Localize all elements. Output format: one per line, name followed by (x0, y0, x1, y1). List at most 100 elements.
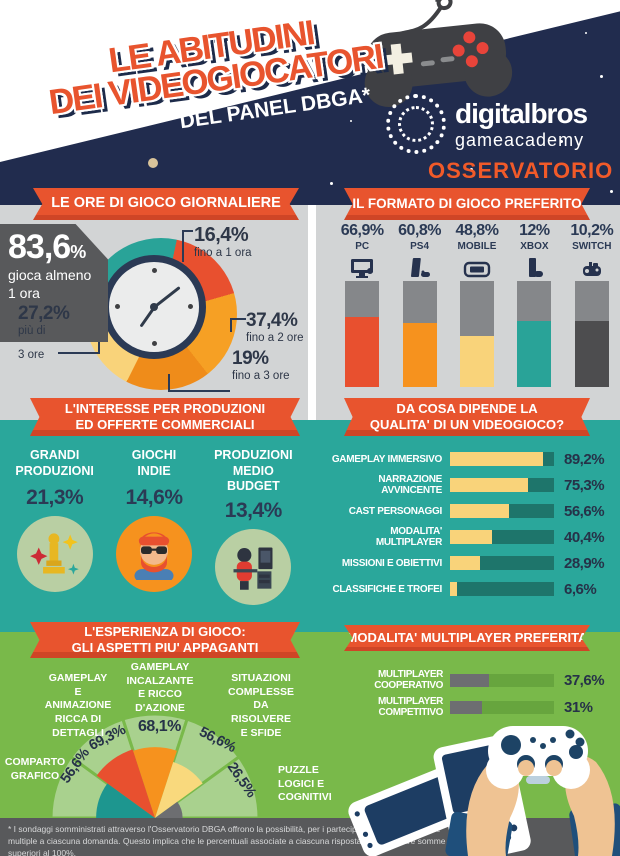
section-title-experience: L'ESPERIENZA DI GIOCO: GLI ASPETTI PIU' … (30, 622, 300, 658)
fan-label-comparto: COMPARTO GRAFICO (4, 756, 66, 782)
multiplayer-track (450, 700, 554, 714)
fan-value-incalzante: 68,1% (138, 718, 181, 735)
osservatorio-label: OSSERVATORIO (428, 158, 614, 183)
logo-gameacademy: gameacademy (455, 129, 585, 150)
highlight-value: 83,6% (8, 228, 86, 266)
header-band (0, 0, 620, 205)
medio-value: 13,4% (224, 498, 283, 522)
ribbon-interest-text: L'INTERESSE PER PRODUZIONI ED OFFERTE CO… (64, 401, 266, 432)
multiplayer-label: MULTIPLAYER COMPETITIVO (377, 696, 443, 718)
quality-row: GAMEPLAY IMMERSIVO 89,2% (322, 450, 614, 468)
quality-label: GAMEPLAY IMMERSIVO (331, 453, 442, 465)
section-title-quality: DA COSA DIPENDE LA QUALITA' DI UN VIDEOG… (344, 398, 590, 436)
multiplayer-row: MULTIPLAYER COOPERATIVO 37,6% (313, 669, 613, 691)
section-title-hours: LE ORE DI GIOCO GIORNALIERE (33, 188, 299, 220)
interest-chart: GRANDI PRODUZIONI 21,3% GIOCHI INDIE 14,6% (8, 448, 300, 605)
interest-col-grandi: GRANDI PRODUZIONI 21,3% (15, 448, 94, 605)
format-col-pc: 66,9% PC (338, 222, 386, 387)
ribbon-experience-text: L'ESPERIENZA DI GIOCO: GLI ASPETTI PIU' … (71, 624, 259, 655)
star-dot (585, 32, 587, 34)
quality-label: NARRAZIONE AVVINCENTE (378, 474, 442, 496)
ps4-bar (402, 281, 437, 387)
mobile-label: MOBILE (457, 241, 497, 252)
callout-3ore: 19% fino a 3 ore (232, 348, 290, 382)
highlight-stat: 83,6% gioca almeno 1 ora (0, 224, 108, 342)
planet-dot (148, 158, 158, 168)
pc-label: PC (355, 241, 370, 252)
star-dot (350, 120, 352, 122)
quality-value: 56,6% (564, 502, 605, 520)
logo-dotted-circle-icon (386, 94, 446, 154)
quality-row: MISSIONI E OBIETTIVI 28,9% (322, 554, 614, 572)
developer-desk-icon (215, 528, 292, 605)
switch-value: 10,2% (570, 222, 614, 239)
quality-row: MODALITA' MULTIPLAYER 40,4% (322, 526, 614, 548)
clock-icon (102, 255, 206, 359)
grandi-label: GRANDI PRODUZIONI (15, 448, 94, 478)
ribbon-hours-text: LE ORE DI GIOCO GIORNALIERE (51, 195, 281, 212)
quality-label: MISSIONI E OBIETTIVI (341, 557, 442, 569)
xbox-icon (521, 255, 547, 279)
quality-bar-chart: GAMEPLAY IMMERSIVO 89,2% NARRAZIONE AVVI… (322, 450, 614, 606)
switch-bar (574, 281, 609, 387)
footnote-text: * I sondaggi somministrati attraverso l'… (8, 824, 446, 856)
ribbon-format-text: IL FORMATO DI GIOCO PREFERITO (352, 195, 582, 211)
indie-label: GIOCHI INDIE (131, 448, 177, 478)
quality-value: 28,9% (564, 554, 605, 572)
section-title-interest: L'INTERESSE PER PRODUZIONI ED OFFERTE CO… (30, 398, 300, 436)
ps4-label: PS4 (410, 241, 430, 252)
format-col-xbox: 12% XBOX (510, 222, 558, 387)
switch-icon (580, 255, 604, 279)
xbox-label: XBOX (520, 241, 549, 252)
fan-label-situazioni: SITUAZIONI COMPLESSE DA RISOLVERE E SFID… (228, 672, 294, 739)
xbox-value: 12% (519, 222, 550, 239)
quality-label: CLASSIFICHE E TROFEI (332, 583, 442, 595)
highlight-label1: gioca almeno (8, 266, 92, 283)
quality-row: CAST PERSONAGGI 56,6% (322, 502, 614, 520)
pc-icon (349, 255, 375, 279)
callout-2ore: 37,4% fino a 2 ore (246, 310, 304, 344)
pc-value: 66,9% (340, 222, 384, 239)
multiplayer-value: 31% (564, 698, 593, 716)
quality-row: NARRAZIONE AVVINCENTE 75,3% (322, 474, 614, 496)
multiplayer-bar-chart: MULTIPLAYER COOPERATIVO 37,6% MULTIPLAYE… (313, 669, 613, 726)
mobile-bar (459, 281, 494, 387)
gamepad-illustration-icon (364, 0, 513, 108)
format-col-switch: 10,2% SWITCH (568, 222, 616, 387)
fan-label-puzzle: PUZZLE LOGICI E COGNITIVI (278, 764, 332, 804)
ribbon-quality-text: DA COSA DIPENDE LA QUALITA' DI UN VIDEOG… (369, 401, 565, 432)
ribbon-multiplayer-text: MODALITA' MULTIPLAYER PREFERITA (346, 630, 588, 646)
quality-track (450, 582, 554, 596)
star-dot (600, 75, 603, 78)
experience-fan-chart (49, 712, 261, 818)
xbox-bar (517, 281, 552, 387)
indie-gamer-icon (115, 516, 192, 592)
format-col-mobile: 48,8% MOBILE (453, 222, 501, 387)
logo-digitalbros: digitalbros (455, 97, 588, 129)
callout-piu3ore: 27,2% più di 3 ore (18, 303, 70, 361)
trophy-icon (16, 516, 93, 592)
highlight-label2: 1 ora (8, 284, 40, 301)
connector-line (168, 374, 230, 392)
multiplayer-track (450, 673, 554, 687)
gaming-hands-illustration (348, 726, 620, 856)
quality-track (450, 556, 554, 570)
ps4-value: 60,8% (398, 222, 442, 239)
pc-bar (345, 281, 380, 387)
star-dot (470, 168, 473, 171)
star-dot (560, 140, 563, 143)
interest-col-medio: PRODUZIONI MEDIO BUDGET 13,4% (207, 448, 300, 605)
quality-value: 75,3% (564, 476, 605, 494)
quality-track (450, 530, 554, 544)
multiplayer-label: MULTIPLAYER COOPERATIVO (374, 669, 443, 691)
logo-text: digitalbros gameacademy (455, 97, 588, 150)
connector-line (58, 342, 100, 354)
indie-value: 14,6% (125, 486, 183, 509)
star-dot (330, 182, 333, 185)
callout-1ora: 16,4% fino a 1 ora (194, 224, 252, 259)
digitalbros-logo: digitalbros gameacademy (386, 94, 588, 154)
section-title-format: IL FORMATO DI GIOCO PREFERITO (344, 188, 590, 220)
fan-label-animazione: GAMEPLAY E ANIMAZIONE RICCA DI DETTAGLI (44, 672, 112, 739)
quality-value: 6,6% (564, 580, 597, 598)
